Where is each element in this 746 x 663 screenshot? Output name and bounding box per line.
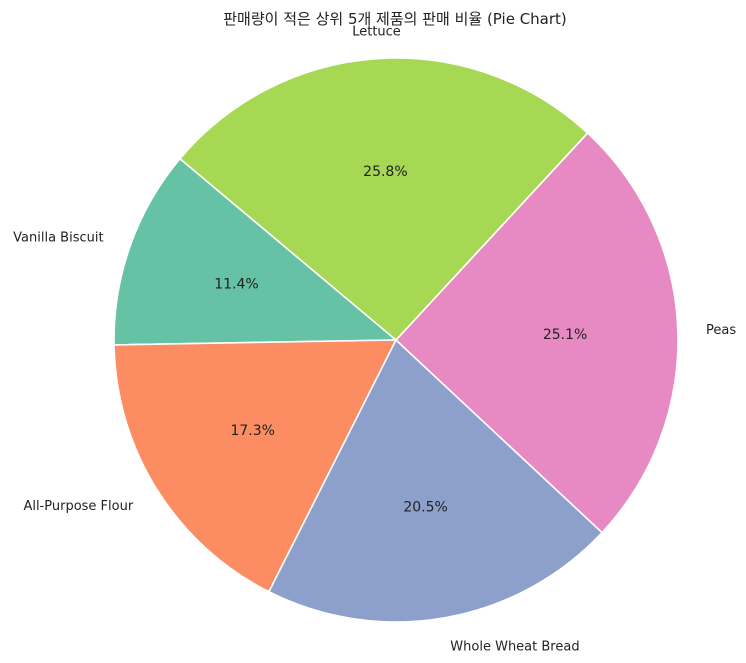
pie-slice-vanilla-biscuit xyxy=(113,157,399,346)
pie-category-label-vanilla-biscuit: Vanilla Biscuit xyxy=(13,231,103,246)
pie-percent-label-lettuce: 25.8% xyxy=(363,164,407,180)
pie-category-label-lettuce: Lettuce xyxy=(352,24,401,39)
pie-category-labels: Vanilla Biscuit All-Purpose Flour Whole Wh… xyxy=(13,24,736,654)
pie-category-label-whole-wheat-bread: Whole Wheat Bread xyxy=(450,639,579,654)
pie-percent-label-vanilla-biscuit: 11.4% xyxy=(214,277,258,293)
pie-slices xyxy=(113,57,679,623)
pie-slice-peas xyxy=(394,131,679,534)
pie-percent-labels: 11.4% 17.3% 20.5% 25.1% 25.8% xyxy=(214,164,587,515)
pie-slice-whole-wheat-bread xyxy=(267,338,604,623)
pie-category-label-all-purpose-flour: All-Purpose Flour xyxy=(23,499,133,514)
pie-slice-all-purpose-flour xyxy=(113,339,398,593)
pie-percent-label-whole-wheat-bread: 20.5% xyxy=(403,500,447,516)
pie-slice-lettuce xyxy=(178,57,589,342)
pie-percent-label-peas: 25.1% xyxy=(543,327,587,343)
chart-title: 판매량이 적은 상위 5개 제품의 판매 비율 (Pie Chart) xyxy=(223,10,567,28)
pie-percent-label-all-purpose-flour: 17.3% xyxy=(230,423,274,439)
pie-category-label-peas: Peas xyxy=(706,323,736,338)
